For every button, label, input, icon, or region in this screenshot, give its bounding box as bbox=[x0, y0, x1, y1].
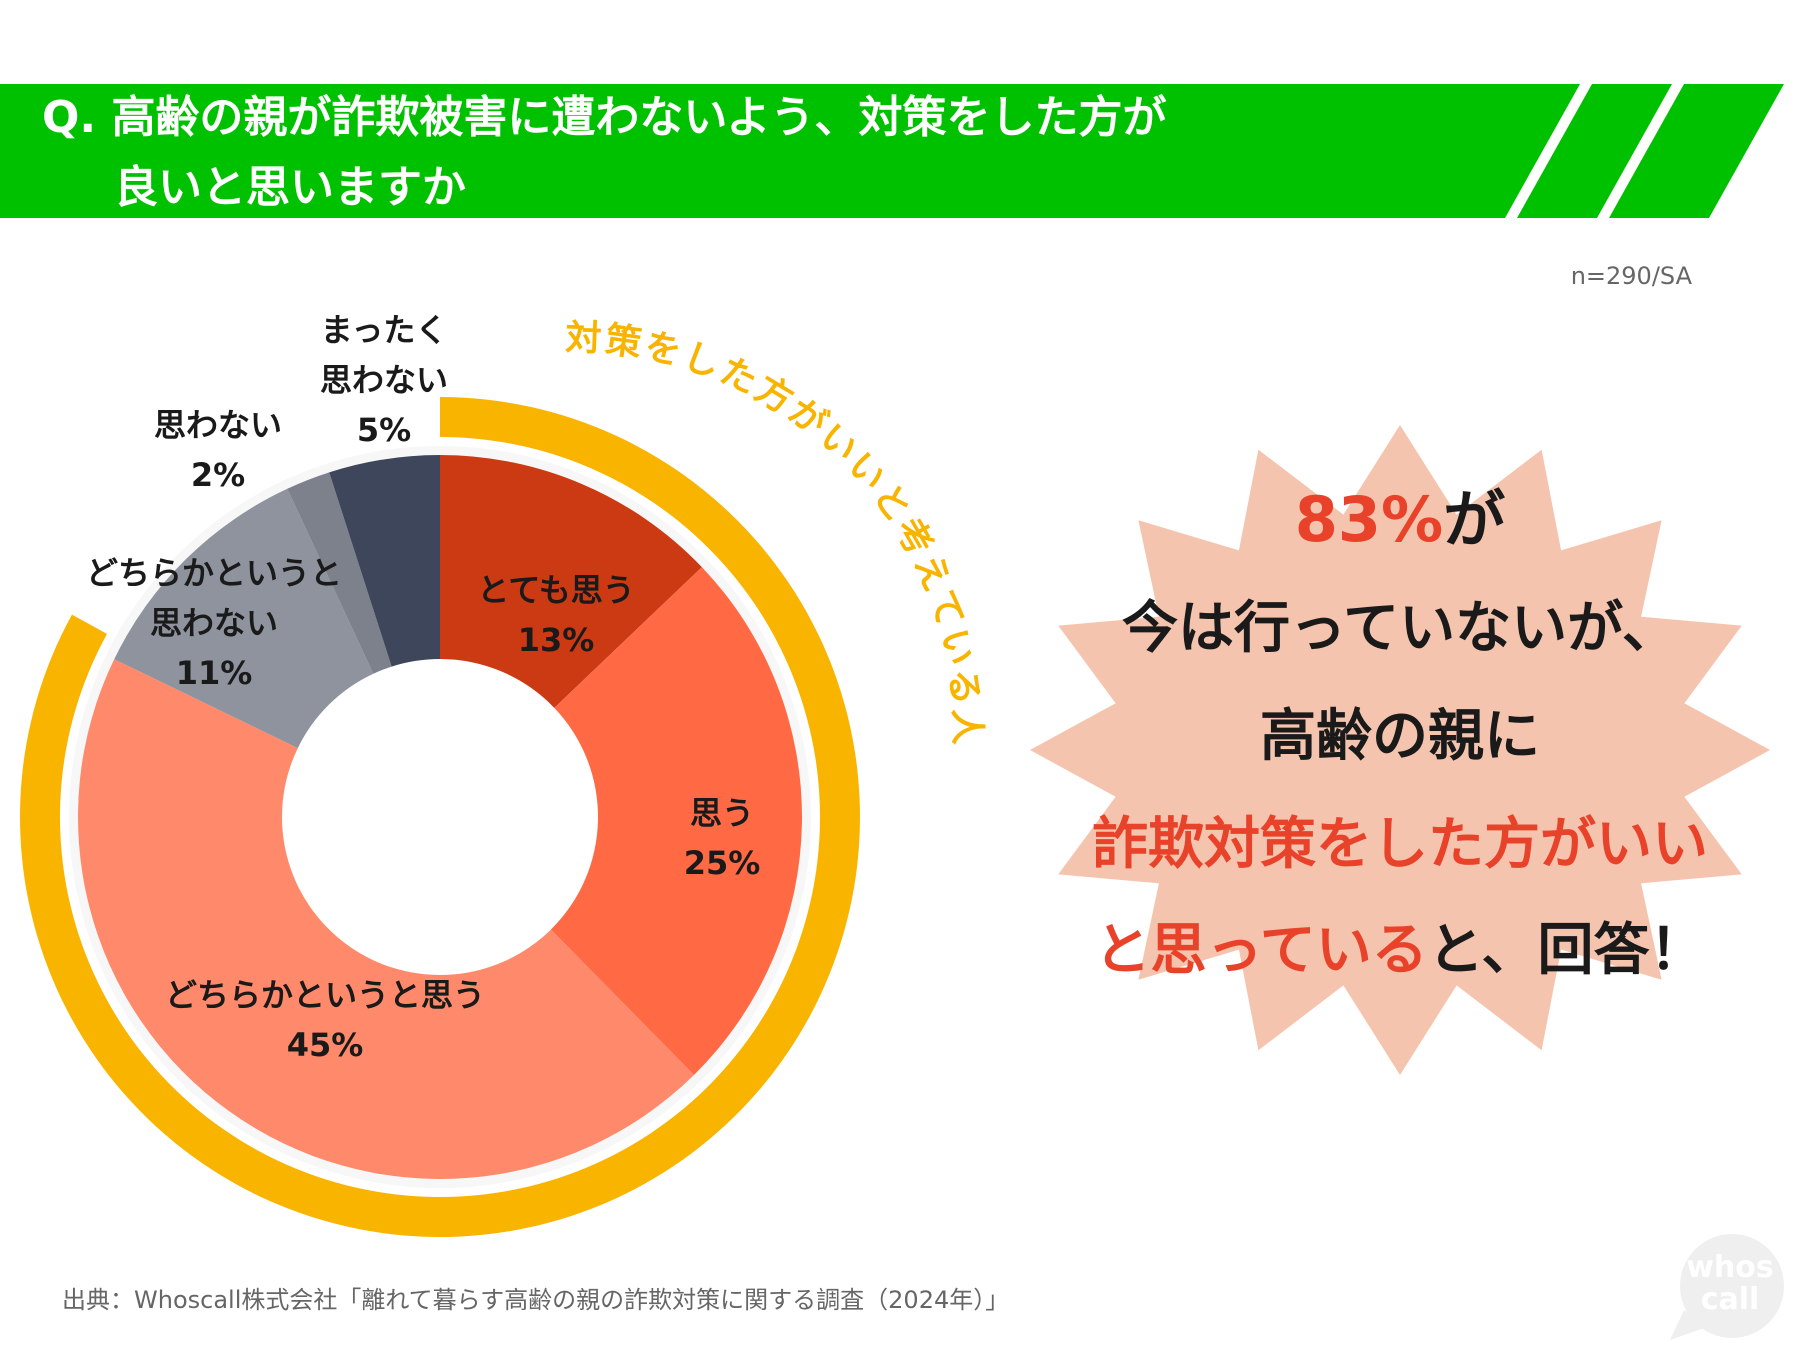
slice-4 bbox=[114, 488, 374, 749]
logo-line-2: call bbox=[1700, 1282, 1760, 1317]
callout-panel: 83%が 今は行っていないが、 高齢の親に 詐欺対策をした方がいい と思っている… bbox=[1020, 420, 1780, 1080]
label-pct: 11% bbox=[175, 654, 253, 692]
whoscall-logo bbox=[1670, 1234, 1784, 1340]
label-text: どちらかというと思う bbox=[164, 976, 486, 1014]
question-banner bbox=[0, 84, 1784, 218]
label-text: 思う bbox=[689, 794, 754, 832]
label-pct: 45% bbox=[286, 1026, 364, 1064]
callout-line-3: 高齢の親に bbox=[1260, 704, 1540, 769]
slice-2 bbox=[550, 567, 802, 1075]
label-text: まったく bbox=[320, 311, 448, 349]
question-line-2: 良いと思いますか bbox=[114, 162, 466, 213]
label-text: とても思う bbox=[477, 571, 635, 609]
logo-bubble-tail bbox=[1670, 1310, 1710, 1340]
banner-stripe-1 bbox=[1517, 84, 1672, 218]
slice-5 bbox=[287, 472, 392, 674]
label-omou: 思う 25% bbox=[684, 788, 761, 888]
label-pct: 25% bbox=[683, 844, 761, 882]
sample-size: n=290/SA bbox=[1570, 262, 1692, 290]
callout-kaitou: と、回答！ bbox=[1427, 918, 1706, 983]
callout-line-4: 詐欺対策をした方がいい bbox=[1092, 812, 1708, 877]
logo-line-1: whos bbox=[1686, 1250, 1774, 1285]
logo-text: whos call bbox=[1678, 1252, 1782, 1316]
slice-1 bbox=[440, 455, 702, 708]
label-pct: 2% bbox=[190, 456, 246, 494]
callout-line-2: 今は行っていないが、 bbox=[1121, 596, 1679, 661]
donut-chart: 対策をした方がいいと考えている人 bbox=[19, 318, 984, 1238]
starburst bbox=[1030, 425, 1770, 1075]
label-text: どちらかというと bbox=[85, 554, 343, 592]
logo-bubble bbox=[1680, 1234, 1784, 1338]
callout-ga: が bbox=[1443, 483, 1506, 556]
callout-line-1: 83%が bbox=[1020, 480, 1780, 560]
banner-stripe-2 bbox=[1609, 84, 1784, 218]
label-pct: 13% bbox=[517, 621, 595, 659]
label-text-2: 思わない bbox=[149, 604, 279, 642]
banner-background bbox=[0, 84, 1580, 218]
label-totemo-omou: とても思う 13% bbox=[477, 565, 634, 665]
callout-omotteiru: と思っている bbox=[1094, 918, 1428, 983]
label-text: 思わない bbox=[153, 406, 283, 444]
question-line-1: Q. 高齢の親が詐欺被害に遭わないよう、対策をした方が bbox=[42, 92, 1167, 143]
slice-6 bbox=[329, 455, 440, 667]
label-dochiraka-omowanai: どちらかというと 思わない 11% bbox=[86, 548, 342, 698]
label-pct: 5% bbox=[356, 411, 412, 449]
slice-3 bbox=[78, 659, 694, 1179]
label-mattaku-omowanai: まったく 思わない 5% bbox=[320, 305, 448, 455]
label-text-2: 思わない bbox=[319, 361, 449, 399]
label-dochiraka-omou: どちらかというと思う 45% bbox=[165, 970, 485, 1070]
source-citation: 出典：Whoscall株式会社「離れて暮らす高齢の親の詐欺対策に関する調査（20… bbox=[62, 1286, 1010, 1314]
starburst-shape bbox=[1030, 425, 1770, 1075]
callout-line-5: と思っていると、回答！ bbox=[1020, 914, 1780, 988]
callout-percent: 83% bbox=[1294, 483, 1444, 556]
label-omowanai: 思わない 2% bbox=[154, 400, 282, 500]
